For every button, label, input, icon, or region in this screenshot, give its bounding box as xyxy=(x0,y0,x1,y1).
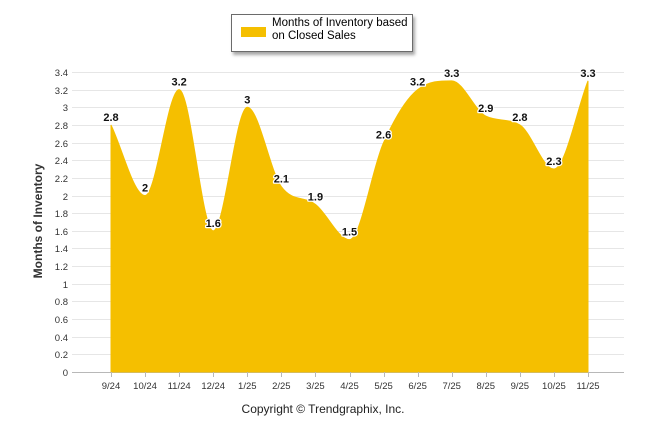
y-tick-label: 1.2 xyxy=(55,262,68,273)
x-tick-label: 1/25 xyxy=(238,381,257,392)
data-label: 1.6 xyxy=(206,218,221,230)
data-label: 3.3 xyxy=(580,68,595,80)
y-axis-title: Months of Inventory xyxy=(31,163,45,278)
data-point[interactable] xyxy=(210,228,216,234)
data-label: 2.8 xyxy=(103,112,118,124)
data-point[interactable] xyxy=(312,201,318,207)
x-tick-label: 9/24 xyxy=(102,381,121,392)
legend-swatch xyxy=(241,27,266,37)
data-point[interactable] xyxy=(551,166,557,172)
y-tick-label: 2.8 xyxy=(55,121,68,132)
y-tick-label: 1.4 xyxy=(55,244,68,255)
y-tick-label: 0.2 xyxy=(55,350,68,361)
data-label: 3.3 xyxy=(444,68,459,80)
data-point[interactable] xyxy=(585,78,591,84)
x-tick-label: 6/25 xyxy=(408,381,427,392)
data-label: 1.5 xyxy=(342,227,357,239)
data-label: 3 xyxy=(244,94,250,106)
legend-label: Months of Inventory based on Closed Sale… xyxy=(272,17,408,42)
y-tick-label: 1 xyxy=(63,280,68,291)
data-point[interactable] xyxy=(449,78,455,84)
data-label: 1.9 xyxy=(308,191,323,203)
y-tick-label: 0 xyxy=(63,368,68,379)
x-tick-label: 5/25 xyxy=(374,381,393,392)
x-tick-label: 10/25 xyxy=(542,381,566,392)
data-point[interactable] xyxy=(347,237,353,243)
x-tick-label: 11/25 xyxy=(576,381,599,392)
data-point[interactable] xyxy=(176,87,182,93)
x-tick-label: 2/25 xyxy=(272,381,291,392)
y-tick-label: 2.4 xyxy=(55,156,68,167)
data-point[interactable] xyxy=(483,113,489,119)
legend[interactable]: Months of Inventory based on Closed Sale… xyxy=(231,14,413,52)
y-tick-label: 1.8 xyxy=(55,209,68,220)
x-tick-label: 3/25 xyxy=(306,381,325,392)
data-point[interactable] xyxy=(381,140,387,146)
y-tick-label: 1.6 xyxy=(55,227,68,238)
y-tick-label: 3.4 xyxy=(55,68,68,79)
data-point[interactable] xyxy=(278,184,284,190)
series-area[interactable] xyxy=(110,80,589,373)
x-tick-label: 4/25 xyxy=(340,381,359,392)
data-label: 2.6 xyxy=(376,130,391,142)
x-tick-label: 11/24 xyxy=(168,381,191,392)
y-tick-label: 0.4 xyxy=(55,333,68,344)
x-tick-label: 9/25 xyxy=(511,381,530,392)
data-point[interactable] xyxy=(142,193,148,199)
data-point[interactable] xyxy=(517,122,523,128)
data-label: 2.3 xyxy=(546,156,561,168)
y-tick-label: 0.6 xyxy=(55,315,68,326)
data-label: 3.2 xyxy=(171,77,186,89)
y-tick-label: 2 xyxy=(63,192,68,203)
y-tick-label: 0.8 xyxy=(55,297,68,308)
x-tick-label: 10/24 xyxy=(133,381,157,392)
data-label: 2.9 xyxy=(478,103,493,115)
data-label: 2 xyxy=(142,183,148,195)
x-tick-label: 12/24 xyxy=(201,381,225,392)
data-point[interactable] xyxy=(415,87,421,93)
y-tick-label: 3 xyxy=(63,103,68,114)
x-tick-label: 7/25 xyxy=(442,381,461,392)
copyright-text: Copyright © Trendgraphix, Inc. xyxy=(241,402,405,416)
data-label: 2.1 xyxy=(274,174,289,186)
data-label: 2.8 xyxy=(512,112,527,124)
x-tick-label: 8/25 xyxy=(477,381,496,392)
data-point[interactable] xyxy=(108,122,114,128)
y-tick-label: 2.6 xyxy=(55,139,68,150)
data-point[interactable] xyxy=(244,104,250,110)
y-tick-label: 2.2 xyxy=(55,174,68,185)
data-label: 3.2 xyxy=(410,77,425,89)
y-tick-label: 3.2 xyxy=(55,86,68,97)
